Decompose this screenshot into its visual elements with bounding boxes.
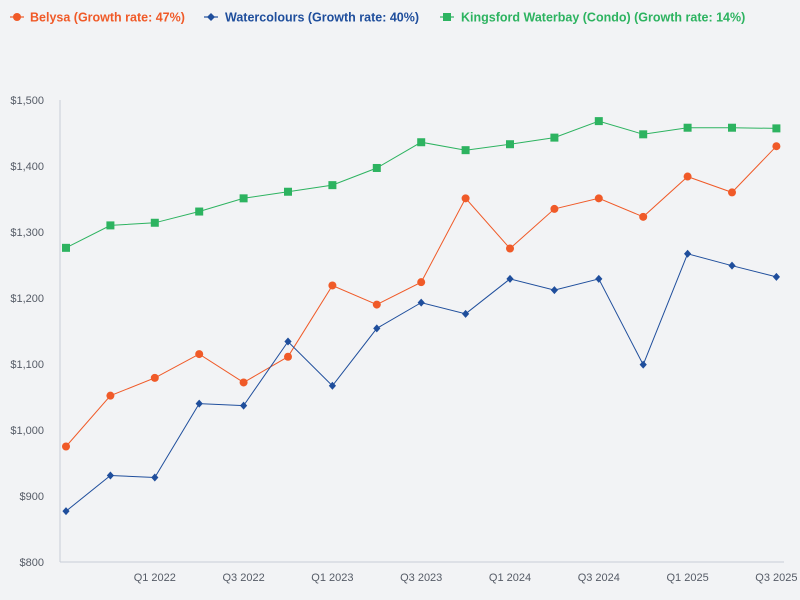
data-point [683,123,692,132]
data-point [683,172,692,181]
circle-marker-icon [13,13,21,21]
legend-label-watercolours: Watercolours (Growth rate: 40%) [225,11,419,25]
series-0 [62,142,781,451]
data-point [594,117,603,126]
data-point [461,146,470,155]
data-point [62,442,70,451]
data-point [461,194,470,203]
y-tick-label: $1,000 [10,425,44,437]
y-tick-label: $1,100 [10,359,44,371]
data-point [506,244,514,253]
series-layer [62,117,781,516]
legend-item-kingsford-waterbay[interactable]: Kingsford Waterbay (Condo) (Growth rate:… [440,11,745,25]
data-point [639,212,648,221]
data-point [550,286,558,295]
data-point [373,324,381,333]
data-point [417,298,425,307]
series-line [65,145,777,447]
data-point [772,142,781,151]
x-tick-label: Q1 2022 [134,572,176,584]
legend-label-belysa: Belysa (Growth rate: 47%) [30,11,185,25]
y-tick-label: $900 [20,491,44,503]
y-tick-label: $800 [20,557,44,569]
axes: $800 $900 $1,000 $1,100 $1,200 $1,300 $1,400 $1… [10,95,797,584]
data-point [239,378,248,387]
data-point [240,401,248,410]
diamond-marker-icon [207,13,215,21]
legend-label-kingsford-waterbay: Kingsford Waterbay (Condo) (Growth rate:… [461,11,745,25]
y-tick-label: $1,300 [10,227,44,239]
data-point [150,373,159,382]
y-tick-label: $1,500 [10,95,44,107]
series-1 [62,249,780,516]
data-point [106,221,115,230]
x-tick-label: Q3 2025 [755,572,797,584]
data-point [506,140,514,149]
data-point [728,261,736,270]
data-point [550,133,559,142]
data-point [372,300,381,309]
data-point [151,473,159,482]
data-point [106,391,115,400]
data-point [595,274,603,283]
square-marker-icon [443,13,451,21]
data-point [284,352,292,361]
data-point [639,360,647,369]
data-point [684,249,692,258]
series-line [65,253,777,512]
y-tick-label: $1,200 [10,293,44,305]
data-point [728,123,736,132]
data-point [284,337,292,346]
x-tick-label: Q1 2023 [311,572,353,584]
data-point [772,124,781,133]
x-tick-label: Q1 2025 [666,572,708,584]
legend-item-watercolours[interactable]: Watercolours (Growth rate: 40%) [204,11,419,25]
data-point [328,281,337,290]
x-tick-label: Q1 2024 [489,572,531,584]
series-2 [62,117,781,252]
data-point [372,163,381,172]
data-point [106,471,114,480]
data-point [150,218,159,227]
data-point [594,194,603,203]
data-point [417,278,426,287]
data-point [728,188,736,197]
data-point [284,187,292,196]
data-point [772,272,780,281]
data-point [462,309,470,318]
data-point [62,507,70,516]
legend: Belysa (Growth rate: 47%) Watercolours (… [10,11,745,25]
data-point [417,138,426,147]
data-point [62,243,70,252]
x-tick-label: Q3 2024 [578,572,620,584]
data-point [506,274,514,283]
data-point [639,130,648,139]
x-tick-label: Q3 2023 [400,572,442,584]
legend-item-belysa[interactable]: Belysa (Growth rate: 47%) [10,11,185,25]
data-point [550,204,559,213]
data-point [239,194,248,203]
data-point [195,207,204,216]
data-point [328,381,336,390]
y-tick-label: $1,400 [10,161,44,173]
data-point [195,350,204,359]
data-point [195,399,203,408]
x-tick-label: Q3 2022 [222,572,264,584]
data-point [328,181,337,190]
